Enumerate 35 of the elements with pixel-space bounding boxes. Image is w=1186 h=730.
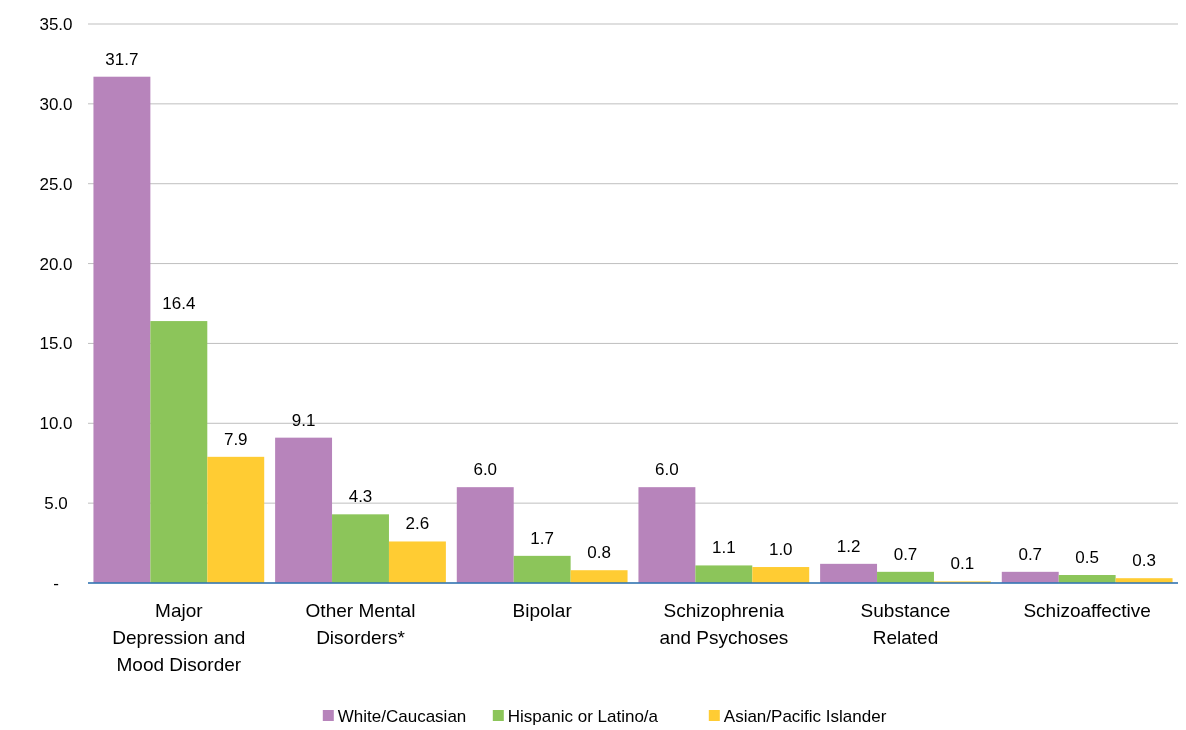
data-label: 1.0 [768, 540, 793, 560]
y-tick-label: 15.0 [39, 334, 73, 354]
data-label: 0.7 [1018, 544, 1043, 564]
x-tick-label: Major Depression and Mood Disorder [112, 600, 246, 675]
data-label: 2.6 [405, 514, 430, 534]
data-label: 0.5 [1075, 548, 1099, 568]
data-label: 1.7 [530, 528, 554, 548]
data-label: 4.3 [348, 487, 373, 507]
y-tick-label: 35.0 [39, 14, 73, 34]
x-tick-label: Other Mental Disorders* [305, 600, 416, 648]
data-label: 0.8 [587, 543, 611, 563]
data-label: 0.3 [1132, 551, 1156, 571]
legend-label: Asian/Pacific Islander [723, 706, 887, 726]
data-label: 0.1 [950, 554, 975, 574]
data-label: 16.4 [162, 294, 196, 314]
x-tick-label: Bipolar [512, 600, 573, 621]
y-tick-label: 25.0 [39, 174, 73, 194]
y-tick-label: 20.0 [39, 254, 73, 274]
x-tick-label: Schizoaffective [1023, 600, 1151, 621]
data-label: 1.1 [712, 538, 736, 558]
legend-label: White/Caucasian [337, 706, 467, 726]
y-tick-label: - [53, 573, 59, 593]
y-tick-label: 30.0 [39, 94, 73, 114]
x-tick-label: Schizophrenia and Psychoses [659, 600, 789, 648]
data-label: 31.7 [105, 49, 139, 69]
data-label: 7.9 [223, 429, 248, 449]
data-label: 6.0 [473, 460, 498, 480]
legend-label: Hispanic or Latino/a [507, 706, 659, 726]
data-label: 1.2 [836, 536, 861, 556]
y-tick-label: 5.0 [44, 494, 68, 514]
x-tick-label: Substance Related [860, 600, 951, 648]
y-tick-label: 10.0 [39, 414, 73, 434]
data-label: 9.1 [291, 410, 316, 430]
data-label: 0.7 [893, 544, 918, 564]
data-label: 6.0 [655, 460, 679, 480]
